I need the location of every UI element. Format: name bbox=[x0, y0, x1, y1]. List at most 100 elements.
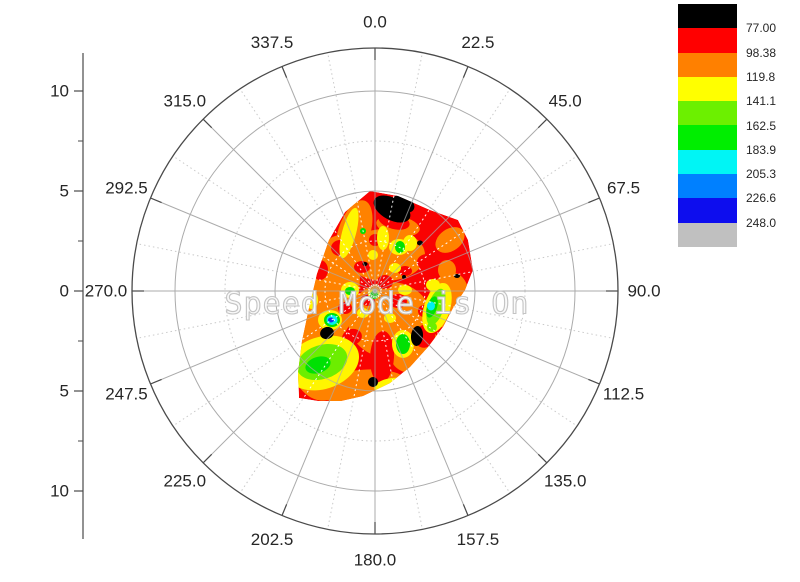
legend-band bbox=[678, 76, 737, 102]
contour-patch-green bbox=[395, 241, 405, 253]
contour-patch-black bbox=[410, 326, 424, 346]
legend-band bbox=[678, 101, 737, 126]
contour-patch-chartreuse bbox=[427, 322, 437, 332]
contour-patch-green bbox=[305, 356, 331, 374]
legend-color-bar bbox=[678, 4, 737, 247]
legend-label: 141.1 bbox=[746, 94, 777, 109]
grid-major-circle bbox=[174, 90, 576, 492]
overlay-minor-radial bbox=[298, 290, 376, 339]
legend-band bbox=[678, 125, 737, 150]
contour-patch-yellow bbox=[403, 235, 417, 251]
angle-tick bbox=[281, 66, 288, 78]
legend-band bbox=[678, 174, 737, 199]
angle-tick bbox=[588, 378, 600, 385]
angle-label: 90.0 bbox=[627, 282, 660, 301]
angle-label: 67.5 bbox=[607, 179, 640, 198]
contour-patch-yellow bbox=[398, 285, 412, 295]
angle-label: 315.0 bbox=[164, 91, 207, 110]
overlay-major-radial bbox=[298, 191, 376, 292]
angle-label: 135.0 bbox=[544, 472, 587, 491]
overlay-minor-radial bbox=[298, 243, 376, 292]
angle-tick bbox=[202, 453, 213, 464]
overlay-minor-radial bbox=[374, 290, 473, 339]
overlay-major-radial bbox=[374, 197, 473, 292]
contour-region bbox=[298, 191, 473, 401]
angle-tick bbox=[150, 197, 162, 204]
angle-tick bbox=[537, 118, 548, 129]
legend-band bbox=[678, 198, 737, 223]
legend-band bbox=[678, 4, 737, 29]
contour-patch-green bbox=[396, 334, 410, 354]
legend-label: 226.6 bbox=[746, 191, 777, 206]
contour-patch-black bbox=[402, 275, 406, 279]
angle-label: 157.5 bbox=[457, 530, 500, 549]
radial-tick-label: 5 bbox=[60, 382, 69, 401]
contour-patch-black bbox=[454, 274, 460, 278]
overlay-minor-radial bbox=[374, 191, 473, 292]
angle-tick bbox=[281, 504, 288, 516]
angle-label: 292.5 bbox=[105, 179, 148, 198]
legend-label: 183.9 bbox=[746, 142, 777, 157]
overlay-major-radial bbox=[298, 290, 376, 401]
radial-tick-label: 10 bbox=[50, 482, 69, 501]
angle-tick bbox=[462, 504, 469, 516]
legend-band bbox=[678, 149, 737, 175]
contour-patch-blue bbox=[328, 317, 334, 323]
overlay-minor-radial bbox=[298, 191, 376, 292]
legend-label: 162.5 bbox=[746, 118, 777, 133]
contour-patch-yellow bbox=[306, 291, 318, 309]
angle-label: 247.5 bbox=[105, 384, 148, 403]
contour-patch-red bbox=[354, 261, 370, 273]
color-scale-legend: 77.00 98.38 119.8 141.1 162.5 183.9 205.3 226.6… bbox=[678, 4, 790, 247]
legend-label: 77.00 bbox=[746, 21, 777, 36]
angle-tick bbox=[537, 453, 548, 464]
overlay-minor-radial bbox=[298, 191, 376, 292]
contour-patch-black bbox=[417, 240, 423, 246]
angle-label: 45.0 bbox=[549, 91, 582, 110]
overlay-minor-radial bbox=[298, 290, 376, 401]
overlay-minor-radial bbox=[298, 290, 376, 401]
overlay-minor-radial bbox=[374, 290, 473, 401]
legend-band bbox=[678, 222, 737, 247]
overlay-major-radial bbox=[298, 197, 376, 292]
angle-label: 337.5 bbox=[251, 33, 294, 52]
angle-label: 270.0 bbox=[85, 282, 128, 301]
overlay-minor-radial bbox=[374, 243, 473, 292]
contour-patch-yellow bbox=[357, 308, 369, 318]
angle-label: 0.0 bbox=[363, 13, 387, 32]
angle-tick bbox=[202, 118, 213, 129]
angle-label: 112.5 bbox=[603, 384, 644, 403]
overlay-minor-radial bbox=[327, 191, 376, 292]
grid-major-circle bbox=[274, 190, 476, 392]
legend-label: 98.38 bbox=[746, 45, 777, 60]
contour-patch-yellow bbox=[339, 207, 359, 259]
contour-patch-red bbox=[369, 331, 395, 383]
overlay-minor-radial bbox=[374, 191, 473, 292]
contour-patch-yellow bbox=[426, 279, 440, 291]
legend-band bbox=[678, 28, 737, 53]
legend-label: 205.3 bbox=[746, 167, 777, 182]
contour-patch-yellow bbox=[368, 250, 378, 260]
angle-tick bbox=[588, 197, 600, 204]
contour-patch-red bbox=[417, 254, 437, 270]
radial-tick-label: 10 bbox=[50, 82, 69, 101]
overlay-major-radial bbox=[298, 290, 376, 385]
legend-band bbox=[678, 52, 737, 77]
contour-patch-black bbox=[368, 377, 378, 387]
overlay-major-radial bbox=[374, 191, 469, 292]
angle-label: 180.0 bbox=[354, 551, 397, 570]
overlay-major-radial bbox=[298, 290, 376, 401]
overlay-minor-radial bbox=[327, 290, 376, 401]
contour-patch-yellow bbox=[377, 226, 389, 250]
contour-patch-cyan bbox=[427, 301, 435, 311]
radial-tick-label: 0 bbox=[60, 282, 69, 301]
angle-label: 22.5 bbox=[461, 33, 494, 52]
angle-tick bbox=[462, 66, 469, 78]
legend-label: 248.0 bbox=[746, 215, 777, 230]
angle-label: 202.5 bbox=[251, 530, 294, 549]
angle-label: 225.0 bbox=[164, 472, 207, 491]
legend-label: 119.8 bbox=[746, 69, 776, 84]
radial-tick-label: 5 bbox=[60, 182, 69, 201]
